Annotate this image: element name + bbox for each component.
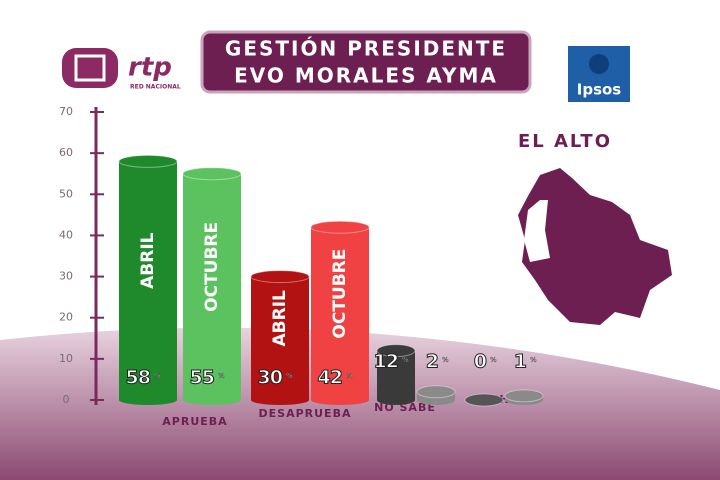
floor [0, 327, 720, 480]
value-suffix: % [490, 356, 497, 364]
y-tick-label: 60 [59, 146, 73, 159]
value-label: 1 [514, 351, 526, 373]
bar [119, 161, 177, 400]
x-tick-label: APRUEBA [162, 415, 227, 428]
logo-right: Ipsos [577, 81, 622, 99]
bar [251, 276, 309, 400]
value-suffix: % [286, 372, 293, 380]
value-suffix: % [154, 372, 161, 380]
value-suffix: % [218, 372, 225, 380]
bar-bottom [417, 395, 455, 405]
y-tick-label: 40 [59, 228, 73, 241]
series-label: ABRIL [138, 232, 158, 289]
bar-bottom [311, 395, 369, 405]
title-line: EVO MORALES AYMA [234, 64, 498, 88]
y-tick-label: 10 [59, 352, 73, 365]
logo-text: rtp [128, 53, 172, 83]
bar-cap [504, 389, 544, 403]
bar [311, 227, 369, 400]
y-tick-label: 0 [63, 393, 70, 406]
bar-bottom [251, 395, 309, 405]
y-tick-label: 30 [59, 270, 73, 283]
value-label: 30 [258, 367, 283, 389]
value-label: 12 [374, 351, 398, 373]
title-line: GESTIÓN PRESIDENTE [225, 37, 507, 61]
bar-bottom [119, 395, 177, 405]
bar [183, 173, 241, 400]
value-suffix: % [346, 372, 353, 380]
map-region [524, 200, 550, 262]
series-label: OCTUBRE [330, 249, 350, 339]
region-label: EL ALTO [518, 131, 612, 152]
bar-cap [464, 393, 504, 407]
bar [377, 350, 415, 400]
value-suffix: % [530, 356, 537, 364]
title-box [200, 30, 532, 94]
bar-cap [416, 385, 456, 399]
bar-bottom [183, 395, 241, 405]
bar-cap [376, 344, 416, 358]
x-tick-label: DESAPRUEBA [259, 407, 352, 420]
y-tick-label: 20 [59, 311, 73, 324]
logo-subtext: RED NACIONAL [130, 84, 181, 91]
series-label: OCTUBRE [202, 222, 222, 312]
series-label: ABRIL [270, 290, 290, 347]
y-tick-label: 70 [59, 105, 73, 118]
logo-left: rtp RED NACIONAL [62, 48, 181, 91]
y-tick-label: 50 [59, 187, 73, 200]
value-label: 42 [318, 367, 342, 389]
value-label: 58 [126, 367, 151, 389]
value-label: 55 [190, 367, 214, 389]
value-suffix: % [442, 356, 449, 364]
value-suffix: % [402, 356, 409, 364]
bar-cap [118, 154, 178, 168]
bar-cap [250, 270, 310, 284]
logo-icon [589, 54, 609, 74]
bar-bottom [377, 395, 415, 405]
bar-cap [182, 167, 242, 181]
bar-cap [310, 220, 370, 234]
map-shape [518, 168, 672, 325]
value-label: 2 [426, 351, 438, 373]
value-label: 0 [474, 351, 487, 373]
